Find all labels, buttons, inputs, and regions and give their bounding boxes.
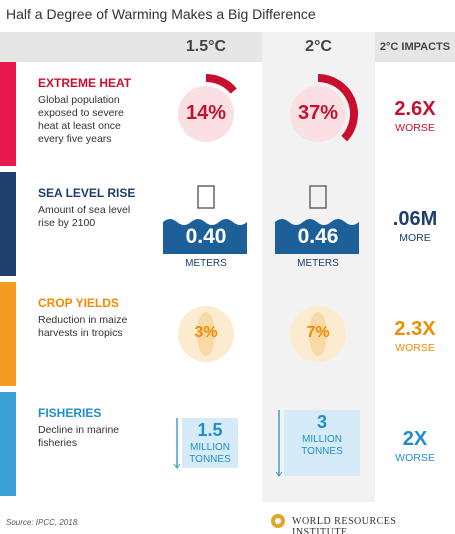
cell-unit: METERS — [297, 258, 339, 269]
row-description: Amount of sea level rise by 2100 — [38, 204, 131, 229]
row-title: EXTREME HEAT — [38, 76, 132, 90]
cell-graphic — [178, 306, 234, 362]
cell-value: 1.5 — [197, 420, 223, 440]
gauge — [197, 185, 215, 209]
cell-value: 0.46 — [297, 225, 339, 248]
cell-value: 14% — [185, 102, 227, 124]
row-bar — [0, 62, 16, 166]
header: 2°C IMPACTS — [379, 41, 451, 53]
cell-graphic — [178, 74, 237, 142]
arrow-head — [173, 463, 181, 469]
logo: WORLD RESOURCES INSTITUTE — [292, 516, 397, 534]
impact-value: 2.6X — [394, 98, 436, 120]
impact-unit: WORSE — [395, 342, 435, 354]
row-title: CROP YIELDS — [38, 296, 119, 310]
row-description: Global population exposed to severe heat… — [38, 94, 124, 145]
row-title: SEA LEVEL RISE — [38, 186, 136, 200]
maize — [197, 312, 215, 356]
gauge — [309, 185, 327, 209]
heat-arc — [205, 74, 237, 94]
impact-value: 2X — [402, 428, 428, 450]
cell-value: 7% — [306, 324, 330, 341]
impact-unit: WORSE — [395, 122, 435, 134]
globe — [290, 86, 346, 142]
source: Source: IPCC, 2018. — [6, 518, 80, 527]
fish-box — [284, 410, 360, 476]
title: Half a Degree of Warming Makes a Big Dif… — [6, 6, 316, 22]
cell-graphic — [290, 74, 358, 142]
cell-graphic — [163, 185, 247, 254]
cell-value: 3% — [194, 324, 218, 341]
header-band — [0, 32, 455, 62]
header: 2°C — [305, 38, 332, 55]
cell-value: 3 — [316, 412, 327, 432]
heat-arc — [317, 74, 358, 142]
cell-value: 0.40 — [185, 225, 227, 248]
cell-unit: MILLION TONNES — [189, 442, 231, 465]
row-bar — [0, 172, 16, 276]
cell-graphic — [290, 306, 346, 362]
impact-unit: WORSE — [395, 452, 435, 464]
cell-unit: METERS — [185, 258, 227, 269]
cell-value: 37% — [297, 102, 339, 124]
logo-icon — [271, 514, 285, 528]
water — [275, 219, 359, 254]
cell-graphic — [275, 410, 360, 477]
row-bar — [0, 392, 16, 496]
cell-graphic — [275, 185, 359, 254]
maize — [309, 312, 327, 356]
cell-unit: MILLION TONNES — [301, 434, 343, 457]
water — [163, 219, 247, 254]
impact-unit: MORE — [399, 232, 431, 244]
cell-graphic — [173, 418, 238, 469]
globe — [178, 86, 234, 142]
impact-value: 2.3X — [394, 318, 436, 340]
row-description: Decline in marine fisheries — [38, 424, 120, 449]
row-bar — [0, 282, 16, 386]
row-description: Reduction in maize harvests in tropics — [38, 314, 128, 339]
impact-value: .06M — [392, 208, 438, 230]
fish-box — [182, 418, 238, 468]
arrow-head — [275, 471, 283, 477]
header: 1.5°C — [185, 38, 227, 55]
row-title: FISHERIES — [38, 406, 102, 420]
